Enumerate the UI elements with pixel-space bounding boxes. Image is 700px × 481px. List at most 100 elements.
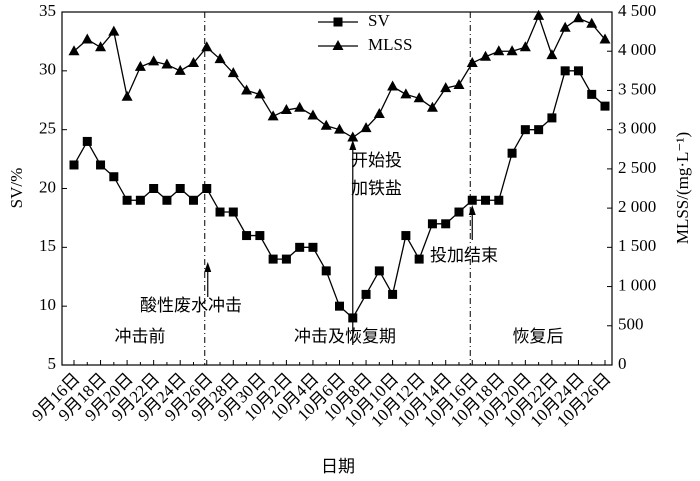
data-point (202, 184, 212, 193)
data-point (587, 89, 597, 99)
data-point (440, 82, 452, 93)
data-point (242, 231, 252, 241)
data-point (572, 12, 584, 23)
data-point (388, 289, 398, 299)
data-point (215, 207, 225, 217)
data-point (347, 131, 359, 142)
annotation: 开始投 (351, 151, 402, 170)
y2-tick-label: 4 500 (618, 1, 656, 20)
annotation: 加铁盐 (351, 179, 402, 198)
data-point (559, 21, 571, 32)
period-label: 冲击前 (115, 327, 166, 346)
data-point (68, 45, 80, 56)
data-point (214, 53, 226, 64)
data-point (149, 184, 159, 193)
data-point (506, 45, 518, 56)
y2-tick-label: 3 000 (618, 119, 656, 138)
data-point (480, 50, 492, 61)
data-point (295, 242, 305, 252)
y-tick-label: 15 (39, 236, 56, 255)
data-point (281, 254, 291, 264)
y2-tick-label: 0 (618, 354, 627, 373)
data-point (321, 266, 331, 276)
data-point (373, 107, 385, 118)
data-point (401, 231, 411, 241)
data-point (108, 25, 120, 36)
data-point (400, 88, 412, 99)
data-point (334, 123, 345, 134)
y-tick-label: 5 (48, 354, 57, 373)
data-point (453, 78, 465, 89)
data-point (307, 109, 319, 120)
data-point (546, 49, 558, 60)
x-axis-label: 日期 (321, 457, 355, 476)
y2-tick-label: 2 000 (618, 197, 656, 216)
data-point (201, 41, 213, 52)
data-point (361, 289, 371, 299)
data-point (267, 110, 279, 121)
y-tick-label: 25 (39, 119, 56, 138)
data-point (494, 195, 504, 205)
data-point (600, 101, 610, 111)
data-point (586, 17, 598, 28)
annotation: 酸性废水冲击 (140, 296, 242, 315)
data-point (162, 195, 172, 205)
data-point (255, 231, 265, 241)
series-line (73, 14, 606, 139)
annotation: 投加结束 (430, 246, 498, 265)
y2-tick-label: 500 (618, 315, 644, 334)
data-point (174, 64, 186, 75)
data-point (308, 242, 318, 252)
data-point (96, 160, 106, 170)
legend-label: SV (368, 11, 390, 30)
data-point (187, 56, 199, 67)
data-point (387, 80, 399, 91)
period-label: 恢复后 (513, 327, 564, 346)
data-point (335, 301, 344, 311)
data-point (360, 122, 372, 133)
data-point (547, 113, 557, 123)
data-point (466, 56, 478, 67)
data-point (534, 125, 544, 135)
y-axis-label: SV/% (7, 168, 26, 209)
y2-tick-label: 4 000 (618, 40, 656, 59)
data-point (481, 195, 491, 205)
data-point (427, 219, 437, 229)
data-point (161, 58, 173, 69)
data-point (560, 66, 570, 76)
data-point (599, 33, 611, 44)
data-point (95, 41, 107, 52)
data-point (81, 33, 93, 44)
data-point (493, 45, 505, 56)
data-point (109, 172, 119, 182)
y-tick-label: 35 (39, 1, 56, 20)
data-point (280, 104, 292, 115)
data-point (188, 195, 198, 205)
data-point (374, 266, 384, 276)
data-point (69, 160, 79, 170)
y2-tick-label: 1 000 (618, 275, 656, 294)
data-point (241, 84, 253, 95)
y-tick-label: 10 (39, 295, 56, 314)
y2-tick-label: 1 500 (618, 236, 656, 255)
y-tick-label: 30 (39, 60, 56, 79)
data-point (175, 184, 185, 193)
data-point (135, 195, 145, 205)
data-point (413, 92, 425, 103)
arrow-head (204, 262, 212, 272)
legend-label: MLSS (368, 35, 412, 54)
legend-marker (333, 17, 343, 27)
data-point (268, 254, 278, 264)
data-point (82, 136, 92, 146)
period-label: 冲击及恢复期 (294, 327, 396, 346)
y-tick-label: 20 (39, 177, 56, 196)
arrow-head (349, 140, 357, 150)
data-point (134, 60, 146, 71)
data-point (467, 195, 477, 205)
data-point (520, 125, 530, 135)
series-line (73, 70, 606, 319)
data-point (414, 254, 424, 264)
data-point (426, 101, 438, 112)
data-point (122, 195, 132, 205)
